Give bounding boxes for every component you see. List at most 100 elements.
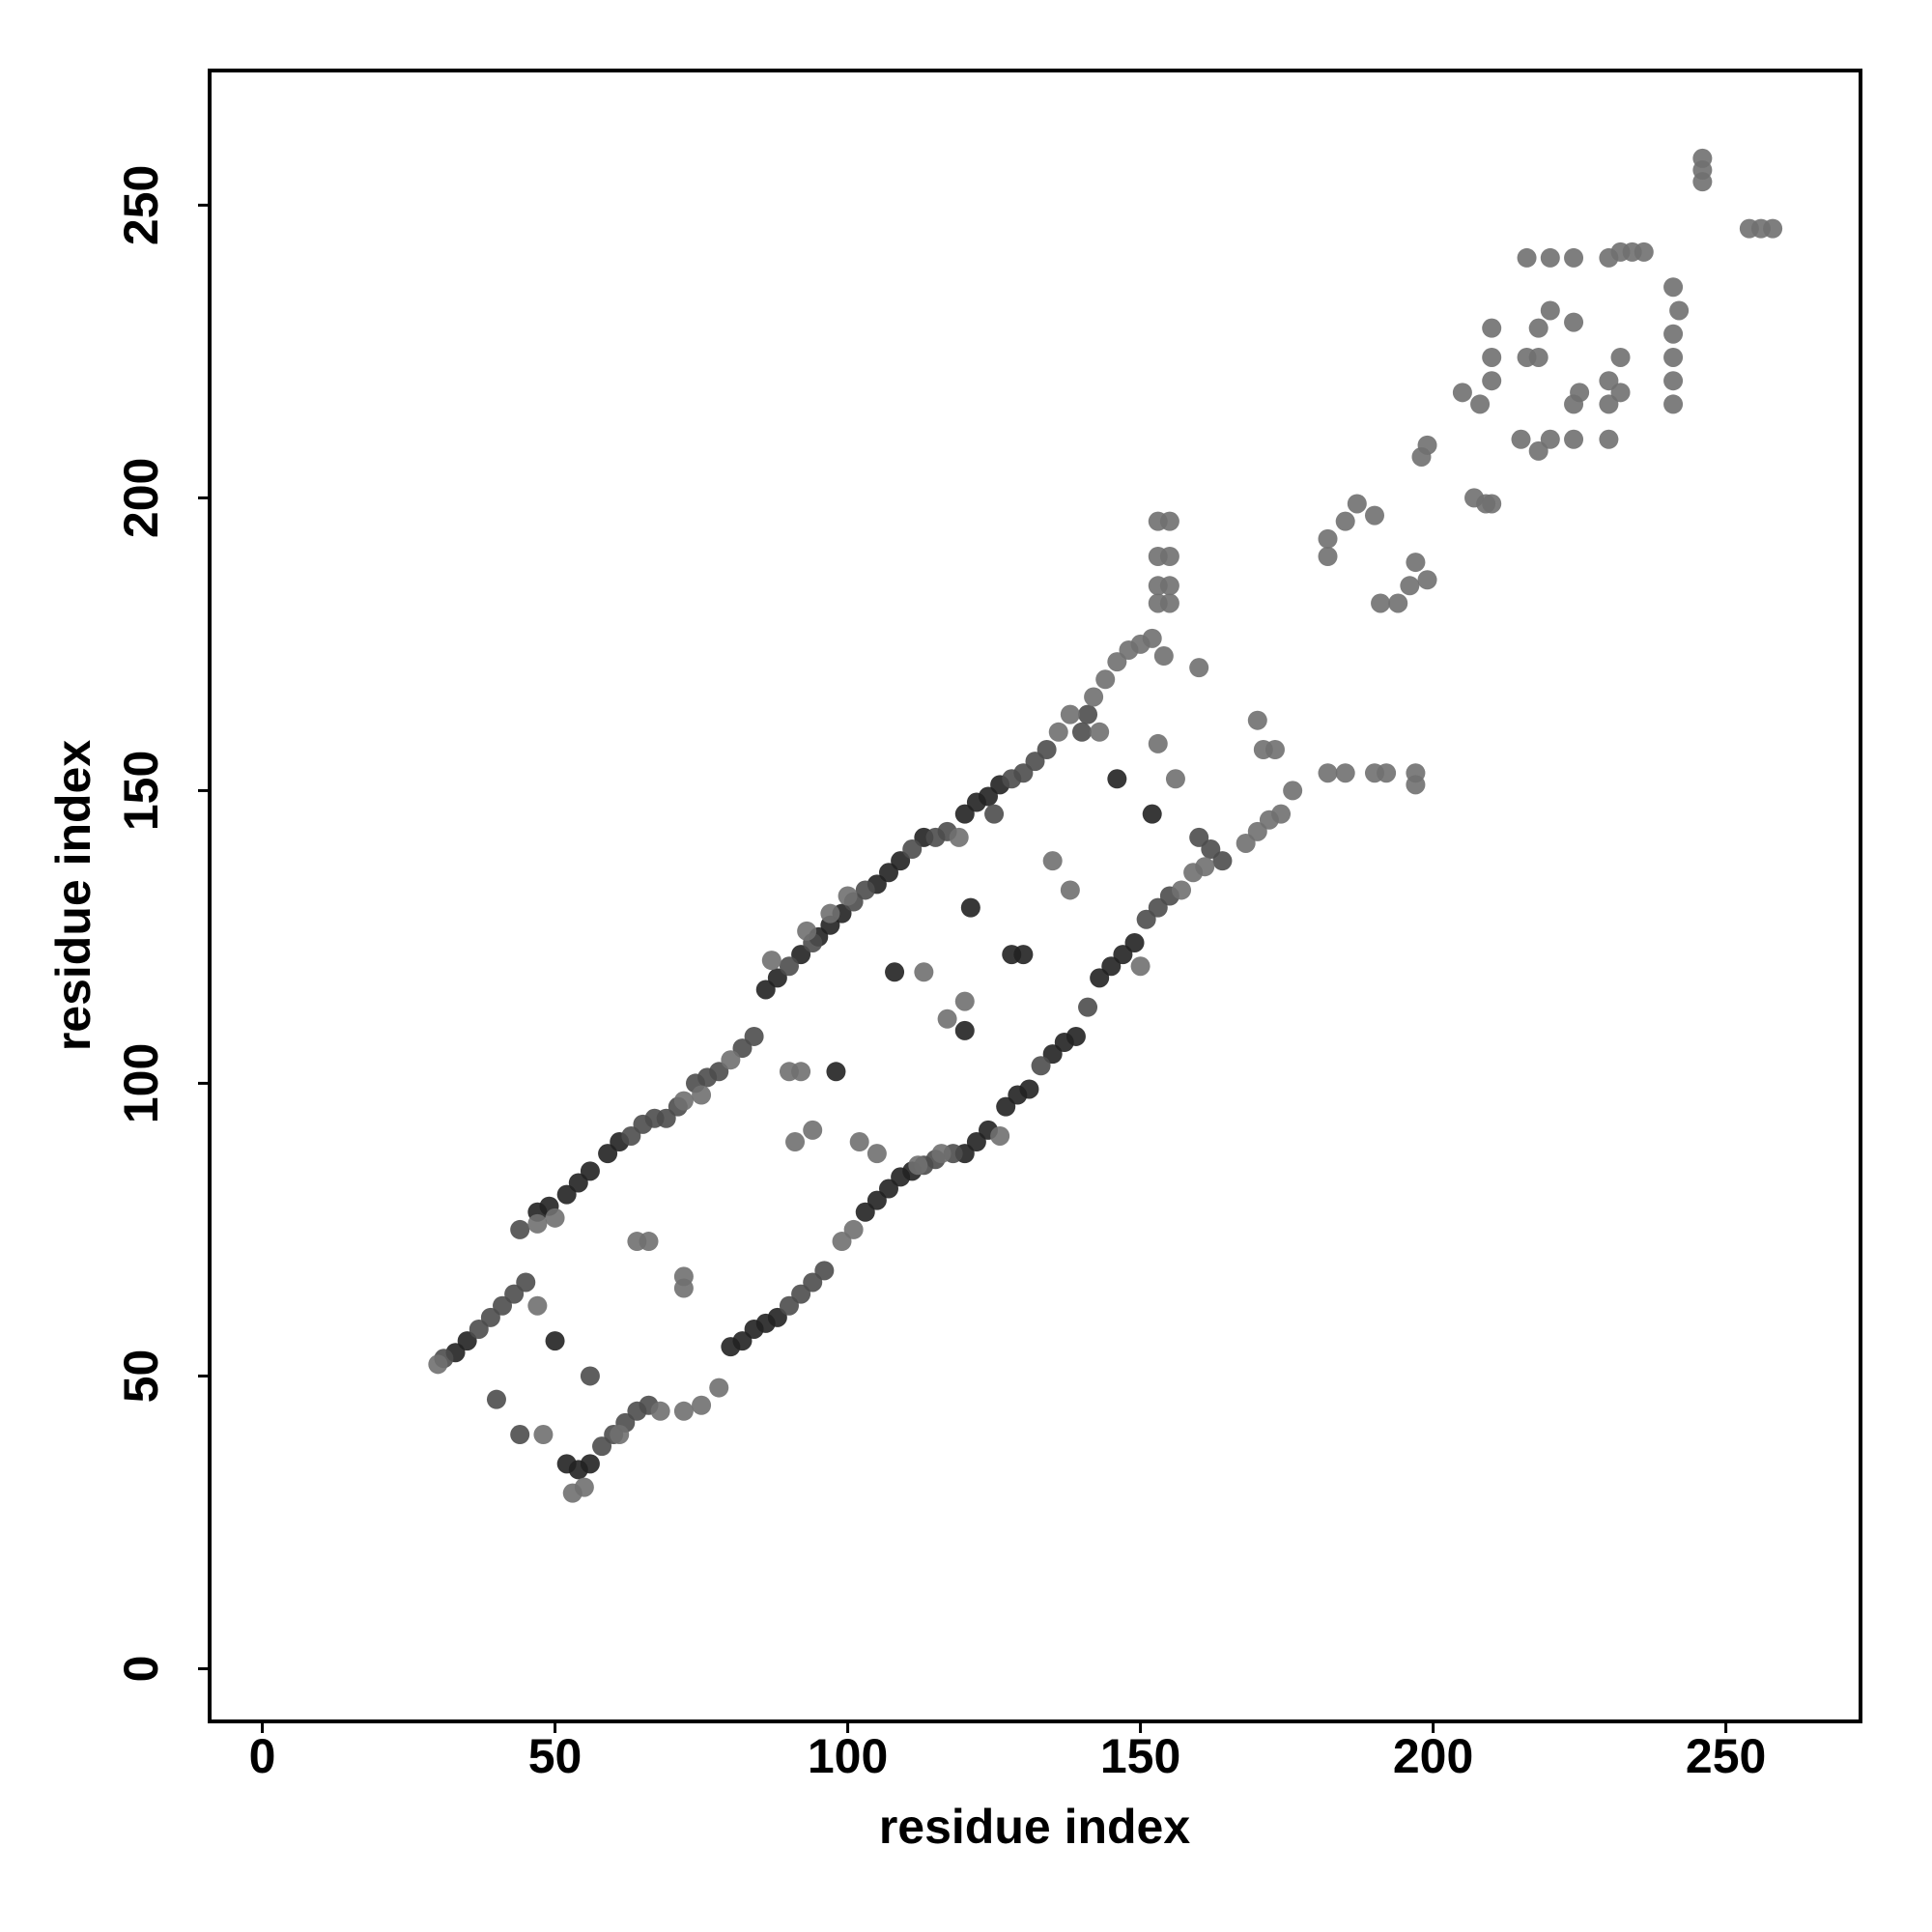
point <box>1124 932 1145 952</box>
point <box>610 1425 630 1445</box>
x-tick-label: 100 <box>808 1729 888 1783</box>
point <box>1528 440 1548 461</box>
point <box>1610 383 1631 403</box>
point <box>984 804 1005 824</box>
point <box>1663 371 1684 391</box>
point <box>1763 218 1783 239</box>
point <box>838 886 858 906</box>
point <box>1692 148 1713 168</box>
point <box>1159 593 1179 613</box>
point <box>1335 763 1355 783</box>
point <box>580 1161 600 1181</box>
point <box>1060 880 1080 900</box>
point <box>545 1331 565 1351</box>
point <box>1031 1056 1051 1076</box>
point <box>1042 1044 1063 1065</box>
point <box>1540 247 1560 268</box>
point <box>791 1284 811 1304</box>
point <box>1084 687 1104 707</box>
x-tick-label: 250 <box>1686 1729 1766 1783</box>
point <box>855 1202 875 1222</box>
point <box>979 786 999 807</box>
point <box>510 1425 530 1445</box>
point <box>1377 763 1397 783</box>
point <box>580 1454 600 1474</box>
point <box>1406 553 1426 573</box>
point <box>1540 300 1560 321</box>
point <box>826 1062 846 1082</box>
point <box>1201 839 1221 860</box>
point <box>954 1020 975 1040</box>
point <box>639 1232 659 1252</box>
point <box>803 1272 823 1293</box>
point <box>1482 494 1502 514</box>
point <box>1107 652 1127 672</box>
point <box>1371 593 1391 613</box>
point <box>1048 722 1068 742</box>
point <box>1107 769 1127 789</box>
point <box>1482 318 1502 338</box>
point <box>1025 752 1045 772</box>
point <box>1148 897 1168 918</box>
point <box>504 1284 525 1304</box>
point <box>1101 956 1122 977</box>
point <box>878 863 898 883</box>
point <box>885 962 905 982</box>
x-axis-title: residue index <box>879 1800 1191 1854</box>
point <box>1165 769 1185 789</box>
point <box>656 1108 676 1128</box>
point <box>878 1179 898 1199</box>
point <box>1564 247 1584 268</box>
point <box>1247 821 1267 841</box>
point <box>1189 658 1209 678</box>
point <box>820 903 840 923</box>
point <box>486 1389 506 1409</box>
point <box>592 1436 612 1457</box>
point <box>785 1132 806 1152</box>
y-tick-label: 150 <box>114 751 168 831</box>
point <box>1669 300 1690 321</box>
point <box>867 1144 887 1164</box>
point <box>849 1132 869 1152</box>
point <box>966 1132 986 1152</box>
point <box>797 921 817 941</box>
y-tick-label: 50 <box>114 1350 168 1404</box>
point <box>1599 394 1619 414</box>
point <box>1019 1079 1039 1099</box>
point <box>1663 394 1684 414</box>
point <box>855 880 875 900</box>
point <box>1364 505 1384 526</box>
y-tick-label: 250 <box>114 165 168 245</box>
point <box>1470 394 1491 414</box>
point <box>1095 669 1116 690</box>
point <box>428 1354 448 1375</box>
point <box>1610 347 1631 367</box>
point <box>1540 429 1560 449</box>
point <box>1482 371 1502 391</box>
point <box>791 945 811 965</box>
point <box>1634 242 1654 262</box>
point <box>457 1331 477 1351</box>
point <box>996 1096 1016 1117</box>
point <box>832 1232 852 1252</box>
point <box>891 851 911 871</box>
point <box>709 1378 729 1398</box>
point <box>1318 528 1338 549</box>
point <box>1417 435 1437 455</box>
point <box>516 1272 536 1293</box>
plot-frame <box>208 69 1862 1723</box>
point <box>709 1062 729 1082</box>
point <box>1236 833 1256 853</box>
point <box>954 991 975 1011</box>
point <box>1130 956 1151 977</box>
point <box>843 1219 864 1239</box>
point <box>954 804 975 824</box>
point <box>779 1295 799 1316</box>
point <box>545 1208 565 1228</box>
point <box>621 1125 641 1146</box>
point <box>732 1038 753 1059</box>
point <box>493 1295 513 1316</box>
point <box>1037 739 1057 759</box>
point <box>1511 429 1531 449</box>
